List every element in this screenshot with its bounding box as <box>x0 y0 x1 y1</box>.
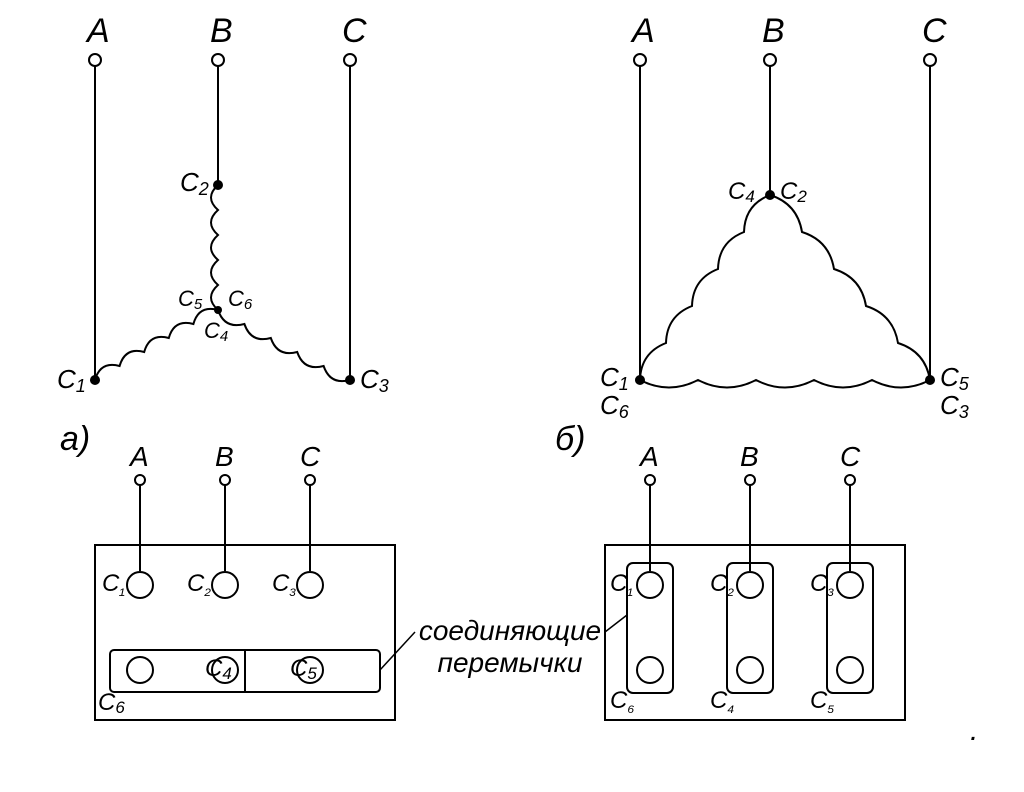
svg-text:C: C <box>342 12 367 50</box>
svg-text:C1: C1 <box>600 362 629 394</box>
svg-text:B: B <box>762 12 785 50</box>
svg-text:C₂: C₂ <box>187 570 211 598</box>
svg-text:C: C <box>300 441 321 472</box>
svg-text:B: B <box>740 441 759 472</box>
svg-text:A: A <box>85 12 110 50</box>
svg-text:перемычки: перемычки <box>438 647 583 678</box>
svg-text:C₅: C₅ <box>810 687 834 715</box>
svg-text:A: A <box>630 12 655 50</box>
svg-text:B: B <box>210 12 233 50</box>
svg-text:C: C <box>840 441 861 472</box>
svg-text:A: A <box>638 441 659 472</box>
svg-text:C₁: C₁ <box>102 570 125 598</box>
svg-text:C₁: C₁ <box>610 570 633 598</box>
svg-text:C2: C2 <box>180 167 209 199</box>
svg-text:C₄: C₄ <box>710 687 734 715</box>
svg-text:B: B <box>215 441 234 472</box>
svg-text:а): а) <box>60 420 90 458</box>
svg-text:C6: C6 <box>228 286 253 313</box>
svg-text:A: A <box>128 441 149 472</box>
svg-text:C6: C6 <box>600 390 630 422</box>
svg-text:C5: C5 <box>940 362 970 394</box>
svg-text:C₃: C₃ <box>810 570 834 598</box>
svg-text:C₃: C₃ <box>272 570 296 598</box>
svg-text:C4: C4 <box>205 655 232 683</box>
svg-text:.: . <box>970 714 978 747</box>
svg-text:C5: C5 <box>178 286 203 313</box>
svg-text:C3: C3 <box>940 390 969 422</box>
svg-text:соединяющие: соединяющие <box>419 615 601 646</box>
svg-text:C4: C4 <box>728 178 755 206</box>
svg-text:C6: C6 <box>98 689 125 717</box>
svg-text:б): б) <box>555 420 585 458</box>
svg-text:C: C <box>922 12 947 50</box>
svg-text:C1: C1 <box>57 364 86 396</box>
svg-text:C5: C5 <box>290 655 317 683</box>
svg-text:C3: C3 <box>360 364 389 396</box>
svg-text:C₂: C₂ <box>710 570 734 598</box>
svg-text:C₆: C₆ <box>610 687 634 715</box>
